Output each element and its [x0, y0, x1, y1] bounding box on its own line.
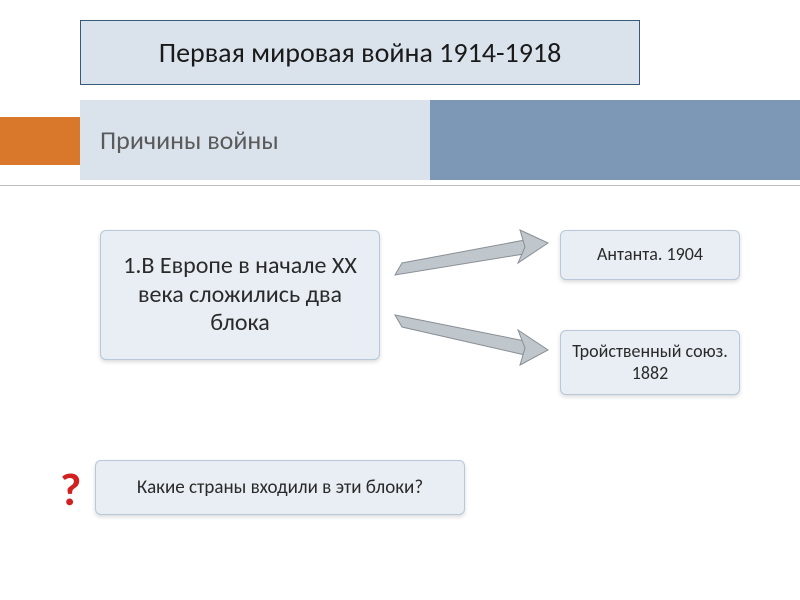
title-text: Первая мировая война 1914-1918 — [159, 35, 562, 70]
subtitle-box: Причины войны — [80, 100, 430, 180]
subtitle-text: Причины войны — [100, 124, 279, 156]
main-cause-text: 1.В Европе в начале ХХ века сложились дв… — [109, 252, 371, 338]
blue-accent-bar — [430, 100, 800, 180]
orange-accent-bar — [0, 117, 80, 165]
title-box: Первая мировая война 1914-1918 — [80, 20, 640, 85]
arrow-to-triple-alliance — [390, 300, 555, 380]
main-cause-node: 1.В Европе в начале ХХ века сложились дв… — [100, 230, 380, 360]
question-text: Какие страны входили в эти блоки? — [137, 476, 423, 499]
antanta-node: Антанта. 1904 — [560, 230, 740, 280]
question-node: Какие страны входили в эти блоки? — [95, 460, 465, 515]
arrow-to-antanta — [390, 225, 555, 295]
question-mark-icon: ? — [60, 462, 81, 518]
antanta-text: Антанта. 1904 — [597, 244, 703, 266]
divider-line — [0, 185, 800, 186]
triple-alliance-text: Тройственный союз. 1882 — [569, 341, 731, 384]
triple-alliance-node: Тройственный союз. 1882 — [560, 330, 740, 395]
